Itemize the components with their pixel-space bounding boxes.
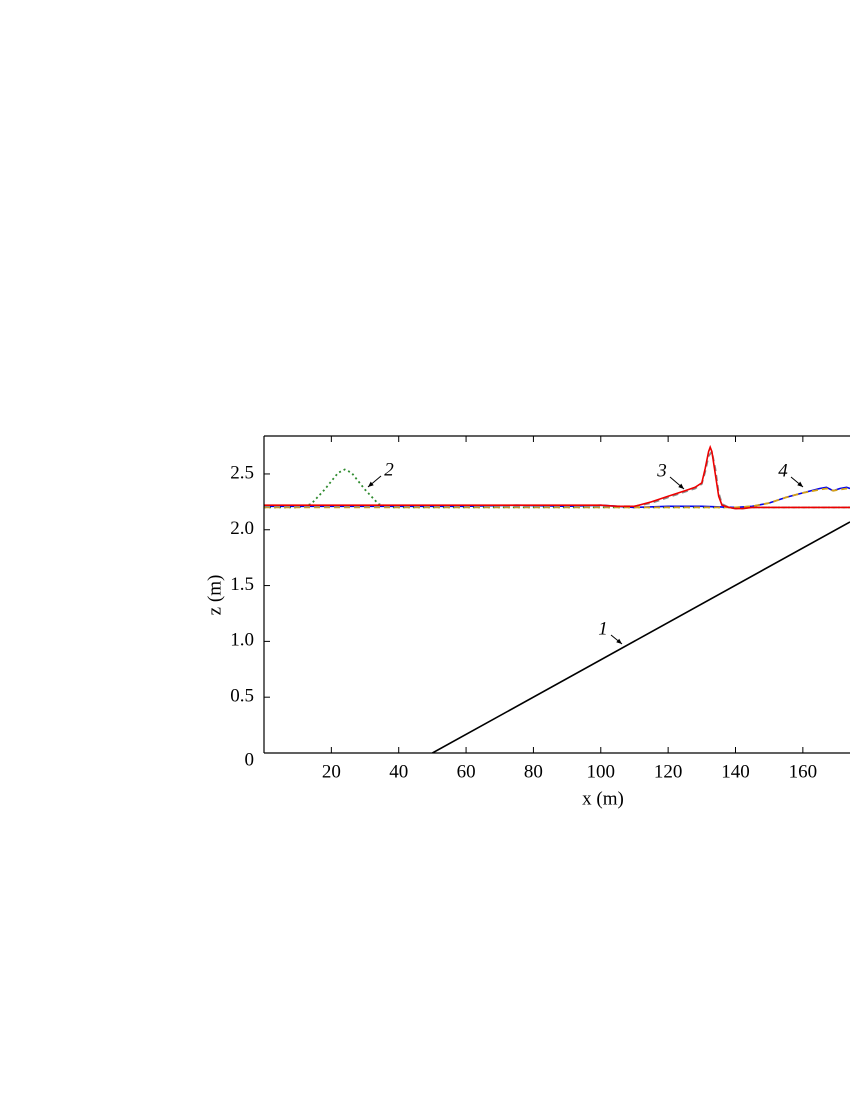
series-line [264,444,850,510]
x-tick-label: 140 [721,761,750,782]
y-tick-label: 0.5 [230,686,254,707]
y-axis-label: z (m) [204,575,225,616]
y-tick-label: 2.5 [230,462,254,483]
series-line [432,521,850,753]
annotation-arrowhead [616,638,622,644]
y-tick-label: 0 [245,749,255,770]
series-line [264,468,850,509]
plot-area [264,444,850,753]
series-line [264,486,850,509]
x-tick-label: 40 [389,761,408,782]
x-tick-label: 100 [587,761,616,782]
x-tick-label: 80 [524,761,543,782]
annotation-arrowhead [368,481,374,487]
annotation-arrowhead [678,483,684,489]
x-tick-label: 160 [789,761,818,782]
annotation: 2 [384,459,394,480]
annotation: 3 [656,460,667,481]
series-line [264,487,850,509]
x-tick-label: 120 [654,761,683,782]
y-tick-label: 1.5 [230,574,254,595]
y-tick-label: 2.0 [230,518,254,539]
y-tick-label: 1.0 [230,630,254,651]
annotation: 1 [598,618,608,639]
annotation-arrowhead [797,481,803,487]
annotation: 4 [778,460,788,481]
x-tick-label: 20 [322,761,341,782]
x-axis-label: x (m) [582,788,624,809]
series-line [264,449,850,510]
x-tick-label: 60 [457,761,476,782]
